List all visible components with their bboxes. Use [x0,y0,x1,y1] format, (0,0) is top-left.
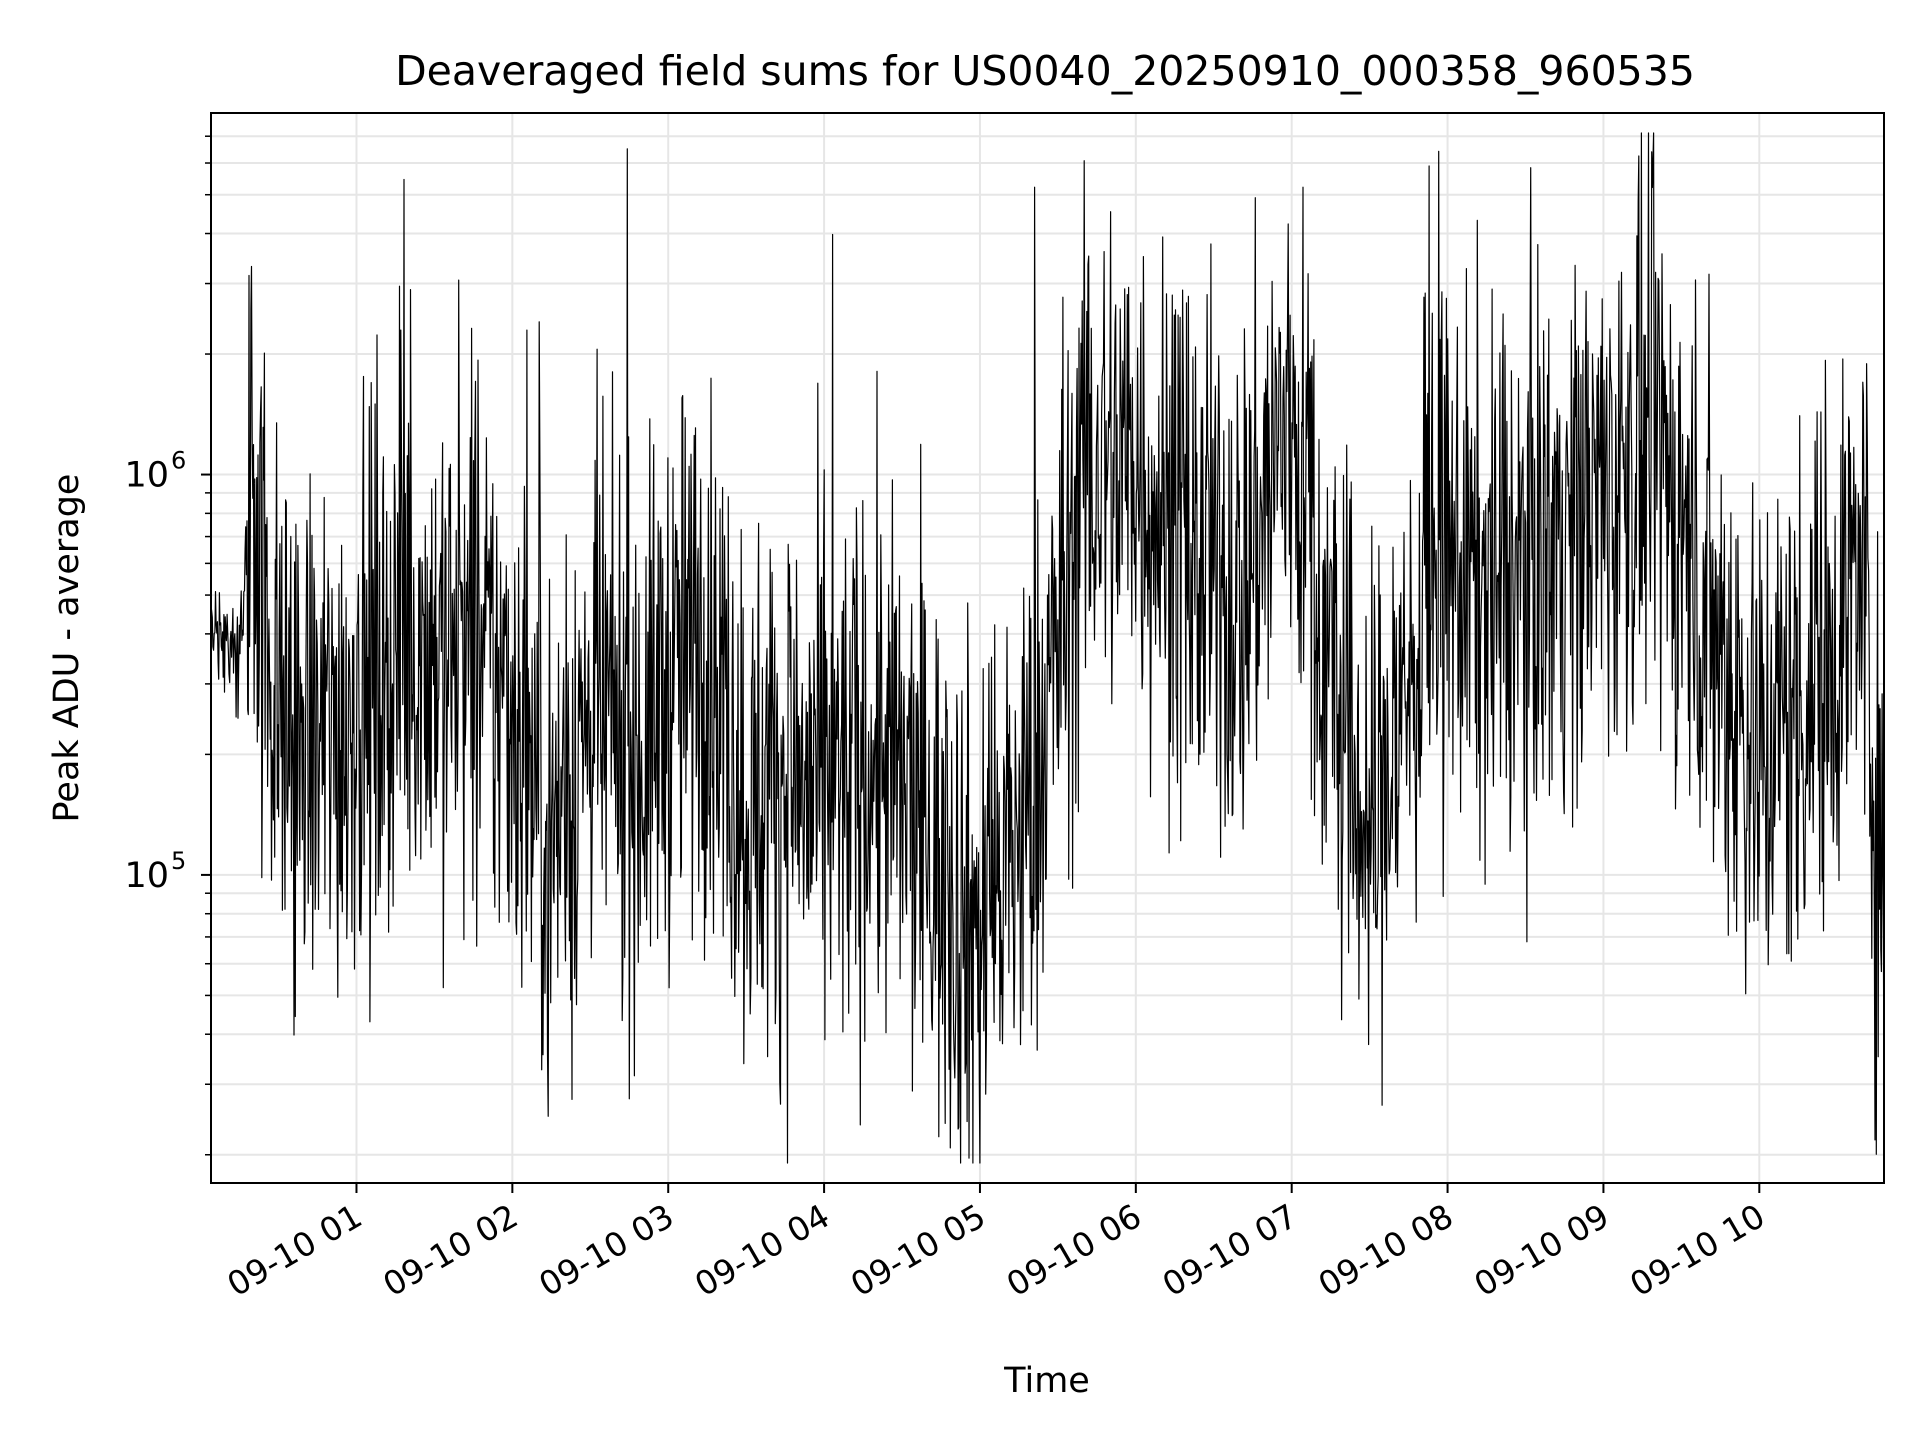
x-axis-label: Time [1003,1361,1090,1401]
y-tick-label-exponent: 5 [171,847,186,875]
y-tick-label-exponent: 6 [171,447,186,475]
plot-frame [210,112,1885,1184]
y-tick-label: 10 [124,456,169,496]
chart-title: Deaveraged field sums for US0040_2025091… [395,47,1695,95]
y-tick-label: 10 [124,856,169,896]
series-line [210,132,1885,1164]
y-axis-label: Peak ADU - average [47,474,87,823]
series-group [210,132,1885,1164]
